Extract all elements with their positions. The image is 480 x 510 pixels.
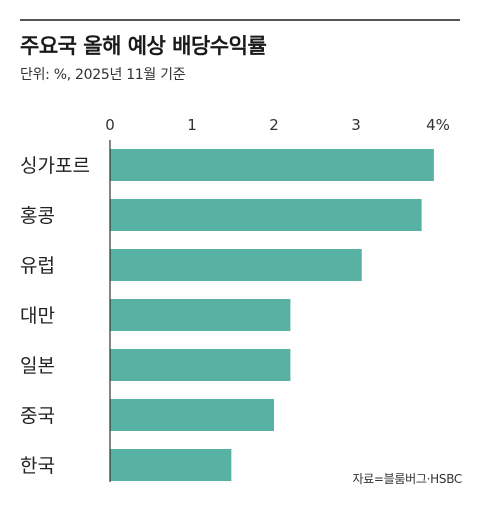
category-label: 한국 (20, 455, 55, 477)
category-label: 홍콩 (20, 205, 55, 227)
x-tick-label: 1 (187, 116, 197, 134)
category-label: 싱가포르 (20, 155, 90, 177)
bar (110, 199, 422, 231)
bar (110, 399, 274, 431)
bars (110, 149, 434, 481)
bar (110, 149, 434, 181)
x-axis-ticks: 0 1 2 3 4% (105, 116, 450, 134)
bar (110, 449, 232, 481)
x-tick-label: 3 (351, 116, 361, 134)
category-label: 유럽 (20, 255, 55, 277)
source-note: 자료=블룸버그·HSBC (352, 472, 462, 486)
bar (110, 349, 291, 381)
category-label: 일본 (20, 355, 55, 377)
bar (110, 249, 362, 281)
chart-subtitle: 단위: %, 2025년 11월 기준 (20, 67, 186, 83)
x-tick-label: 0 (105, 116, 115, 134)
chart-title: 주요국 올해 예상 배당수익률 (20, 34, 267, 58)
x-tick-label: 4% (426, 116, 450, 134)
bar (110, 299, 291, 331)
category-label: 대만 (20, 305, 55, 327)
x-tick-label: 2 (269, 116, 279, 134)
top-rule (20, 19, 460, 21)
category-label: 중국 (20, 405, 55, 427)
